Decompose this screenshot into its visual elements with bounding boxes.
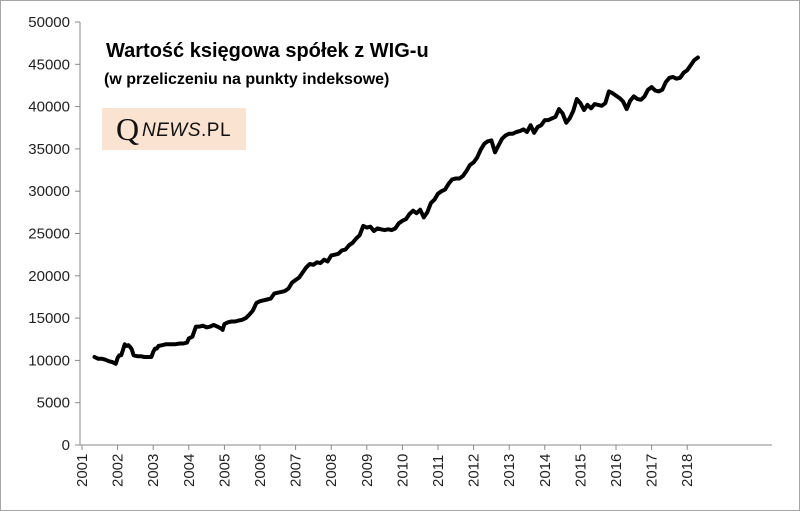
x-tick-label: 2016 [608,454,625,487]
y-tick-label: 25000 [28,226,70,243]
x-tick-label: 2006 [252,454,269,487]
x-tick-label: 2003 [145,454,162,487]
x-tick-label: 2009 [359,454,376,487]
x-tick-label: 2011 [430,455,447,487]
y-tick-label: 30000 [28,183,70,200]
y-tick-label: 15000 [28,310,70,327]
x-tick-label: 2007 [288,454,305,487]
chart-subtitle: (w przeliczeniu na punkty indeksowe) [104,71,389,88]
x-tick-label: 2001 [74,454,91,487]
chart-title: Wartość księgowa spółek z WIG-u [106,40,429,62]
x-tick-label: 2005 [216,454,233,487]
y-axis: 0 5000 10000 15000 20000 25000 30000 35000 40000… [28,14,81,454]
x-tick-label: 2018 [679,454,696,487]
logo-text: NEWS.PL [142,108,231,154]
x-tick-label: 2012 [466,454,483,487]
y-tick-label: 35000 [28,141,70,158]
series-line [92,55,700,366]
y-tick-label: 45000 [28,56,70,73]
x-tick-label: 2010 [394,454,411,487]
y-tick-label: 50000 [28,14,70,31]
x-tick-label: 2008 [323,454,340,487]
y-tick-label: 40000 [28,99,70,116]
logo-news: NEWS [142,120,201,141]
x-tick-label: 2013 [501,454,518,487]
y-tick-label: 20000 [28,268,70,285]
x-tick-label: 2014 [537,454,554,487]
x-tick-label: 2002 [110,454,127,487]
watermark-logo [102,108,246,150]
logo-q: Q [116,111,140,147]
x-tick-label: 2015 [572,454,589,487]
x-tick-label: 2017 [644,454,661,487]
y-tick-label: 10000 [28,352,70,369]
y-tick-label: 5000 [37,395,70,412]
x-axis: 2001 2002 2003 2004 2005 2006 2007 2008 2009 2010… [74,444,772,487]
logo-tld: .PL [201,120,232,141]
y-tick-label: 0 [62,437,70,454]
x-tick-label: 2004 [181,454,198,487]
